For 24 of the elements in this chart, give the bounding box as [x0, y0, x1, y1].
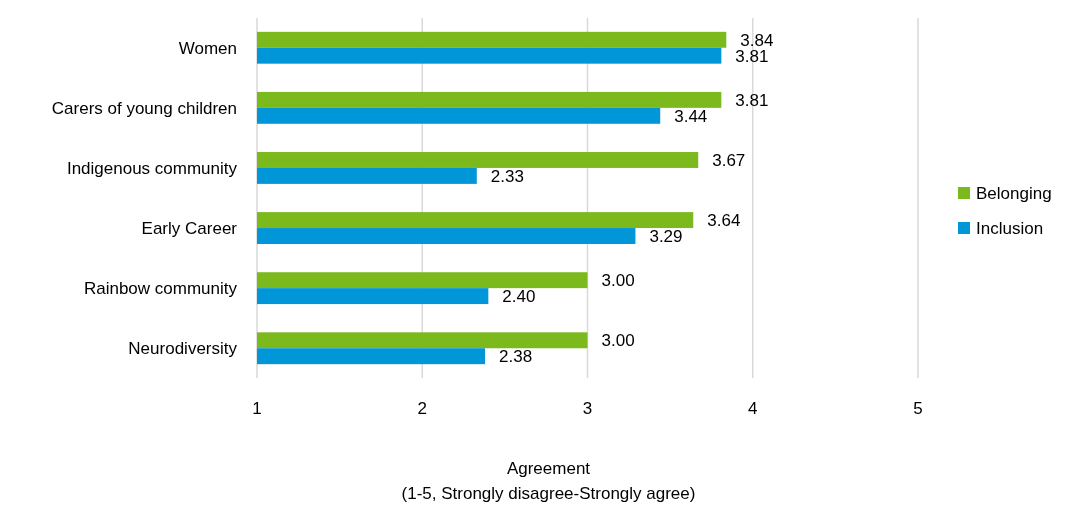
data-label: 2.33	[490, 166, 524, 186]
y-tick-label: Early Career	[141, 219, 238, 238]
x-tick-label: 3	[582, 399, 593, 418]
y-tick-label: Carers of young children	[51, 98, 237, 118]
data-label: 3.67	[712, 150, 746, 170]
data-label: 3.00	[601, 331, 635, 351]
data-label: 3.00	[601, 271, 635, 291]
data-label: 3.81	[735, 90, 769, 110]
y-tick-label: Neurodiversity	[128, 339, 238, 359]
legend-label: Belonging	[976, 183, 1052, 203]
data-label: 3.64	[707, 211, 741, 231]
data-label: 2.40	[502, 287, 536, 307]
y-tick-label: Indigenous community	[66, 158, 238, 178]
x-tick-label: 4	[748, 399, 758, 418]
data-label: 3.29	[649, 226, 683, 246]
data-label: 3.44	[674, 106, 708, 126]
x-tick-label: 1	[252, 399, 262, 418]
y-tick-label: Rainbow community	[83, 279, 238, 299]
x-tick-label: 2	[417, 399, 427, 418]
legend-label: Inclusion	[976, 218, 1044, 238]
data-label: 2.38	[499, 347, 533, 367]
x-axis-title: Agreement (1-5, Strongly disagree-Strongly agree)	[401, 459, 696, 503]
x-tick-label: 5	[913, 399, 923, 418]
y-tick-label: Women	[178, 38, 237, 58]
